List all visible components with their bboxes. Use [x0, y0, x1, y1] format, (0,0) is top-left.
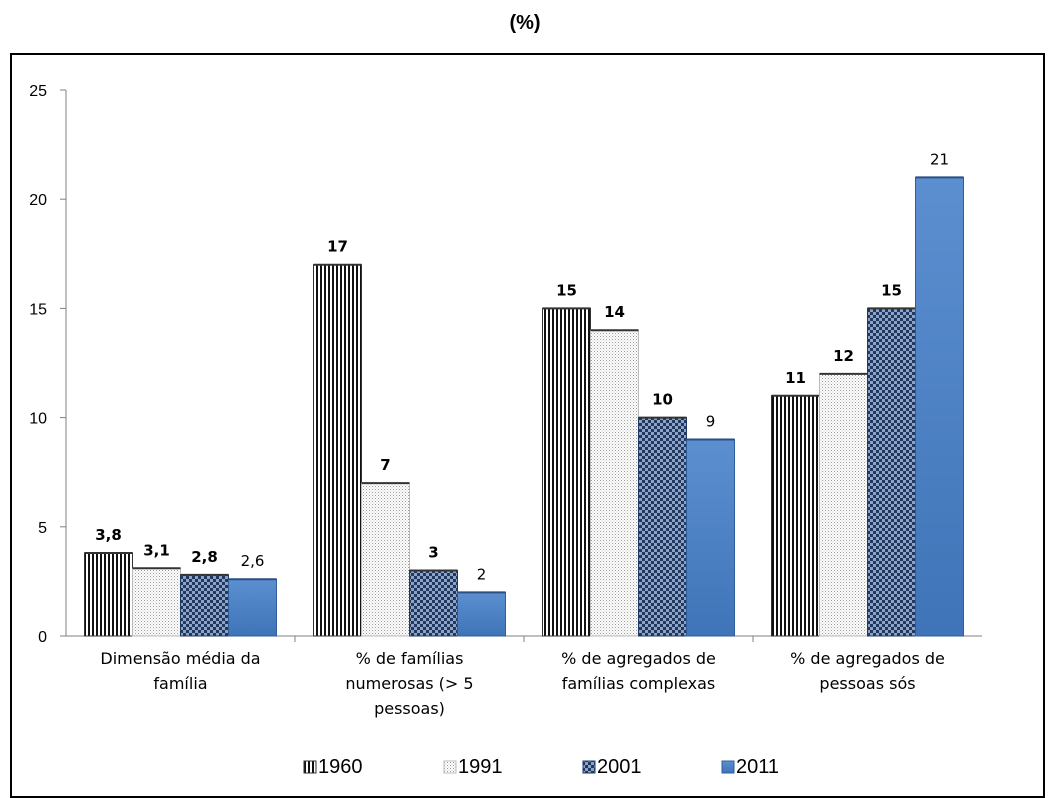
- data-label: 10: [652, 391, 673, 409]
- legend-label-1991: 1991: [458, 756, 503, 778]
- x-category-label: Dimensão média da família: [100, 649, 260, 693]
- legend-swatch-2011: [721, 760, 735, 774]
- bar-1960-3: [771, 395, 820, 637]
- legend-swatch-1991: [443, 760, 457, 774]
- y-tick-label: 10: [29, 411, 47, 428]
- legend-swatch-2001: [582, 760, 596, 774]
- y-tick-label: 5: [38, 520, 47, 537]
- bar-2011-1: [457, 591, 506, 637]
- data-label: 7: [380, 456, 390, 474]
- legend-label-2011: 2011: [736, 756, 779, 778]
- data-label: 3,1: [143, 541, 170, 559]
- legend-swatch-1960: [303, 760, 317, 774]
- data-label: 3,8: [95, 526, 122, 544]
- bar-2011-2: [686, 438, 735, 637]
- data-label: 2: [477, 565, 487, 583]
- data-label: 11: [785, 369, 806, 387]
- data-label: 17: [327, 238, 348, 256]
- y-tick-label: 25: [29, 83, 47, 100]
- data-label: 21: [930, 150, 949, 168]
- x-category-label: % de agregados de pessoas sós: [790, 649, 945, 693]
- data-label: 9: [706, 412, 716, 430]
- bar-2001-3: [867, 307, 916, 637]
- bars: [84, 176, 964, 637]
- data-label: 15: [881, 281, 902, 299]
- bar-1991-0: [132, 567, 181, 637]
- legend-label-1960: 1960: [318, 756, 363, 778]
- data-label: 3: [428, 543, 438, 561]
- bar-1991-1: [361, 482, 410, 637]
- bar-1960-1: [313, 264, 362, 637]
- data-label: 2,8: [191, 548, 218, 566]
- legend: 1960 1991 2001 2011: [303, 756, 779, 778]
- bar-1991-3: [819, 373, 868, 637]
- data-label: 14: [604, 303, 625, 321]
- axes: 0 5 10 15 20 25 Dimensão média da família % de f…: [29, 83, 982, 718]
- bar-2011-0: [228, 578, 277, 637]
- y-tick-label: 15: [29, 301, 47, 318]
- data-label: 12: [833, 347, 854, 365]
- y-tick-label: 20: [29, 192, 47, 209]
- data-label: 2,6: [241, 552, 265, 570]
- x-category-label: % de agregados de famílias complexas: [561, 649, 716, 693]
- bar-2001-1: [409, 569, 458, 637]
- legend-label-2001: 2001: [597, 756, 642, 778]
- bar-2011-3: [915, 176, 964, 637]
- data-label: 15: [556, 281, 577, 299]
- x-category-label: % de famílias numerosas (> 5 pessoas): [345, 649, 473, 718]
- bar-2001-2: [638, 417, 687, 637]
- chart-title: (%): [509, 12, 541, 34]
- bar-1960-0: [84, 552, 133, 637]
- y-tick-label: 0: [38, 629, 47, 646]
- labels: 3,8 17 15 11 3,1 7 14 12 2,8 3 10 15 2,6 2 9 21: [95, 150, 949, 583]
- bar-2001-0: [180, 574, 229, 637]
- bar-1991-2: [590, 329, 639, 637]
- bar-1960-2: [542, 307, 591, 637]
